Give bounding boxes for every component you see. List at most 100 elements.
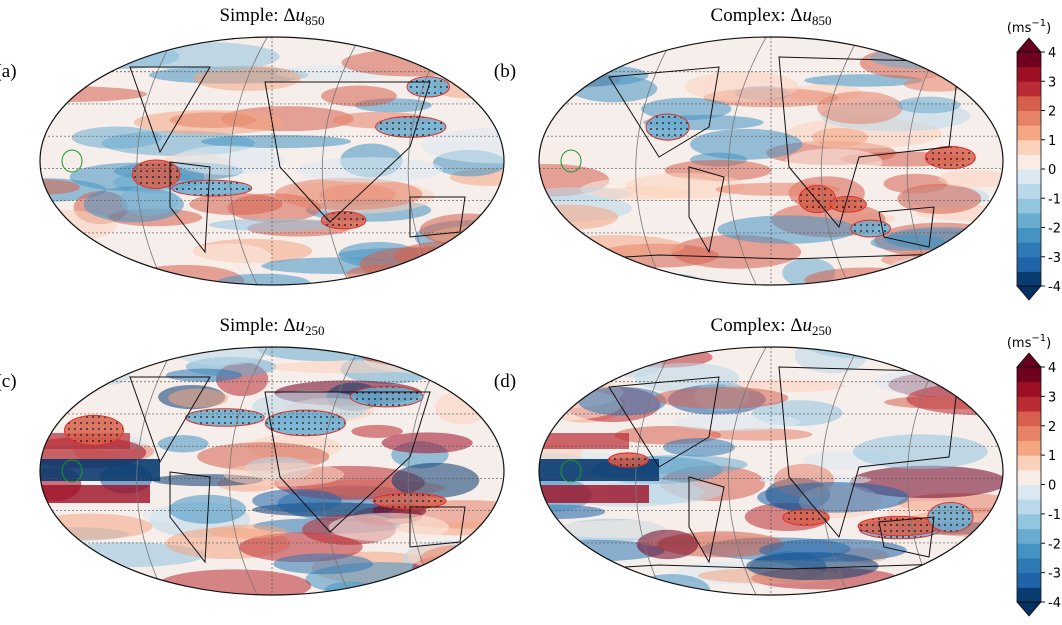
- colorbar-level: [1017, 96, 1041, 111]
- anomaly: [134, 110, 286, 134]
- colorbar-level: [1017, 587, 1041, 602]
- title-var: u: [802, 5, 812, 26]
- panel-title: Simple: Δu250: [219, 315, 324, 338]
- sig-dots: [172, 180, 252, 196]
- colorbar-level: [1017, 529, 1041, 544]
- colorbar-unit: (ms−1): [1007, 18, 1051, 36]
- colorbar-level: [1017, 411, 1041, 426]
- anomaly: [938, 170, 1010, 188]
- title-var: u: [802, 315, 812, 336]
- colorbar-tick-label: 0: [1048, 479, 1056, 494]
- anomaly: [856, 577, 971, 608]
- colorbar-tick-label: 4: [1048, 361, 1056, 376]
- colorbar-tick-label: -2: [1048, 537, 1061, 552]
- colorbar-level: [1017, 52, 1041, 67]
- anomaly: [321, 86, 397, 107]
- colorbar-level: [1017, 184, 1041, 199]
- panel-label: (d): [494, 371, 516, 392]
- colorbar-over: [1017, 353, 1041, 367]
- colorbar-level: [1017, 426, 1041, 441]
- colorbar-level: [1017, 558, 1041, 573]
- anomaly: [637, 530, 698, 559]
- anomaly: [351, 425, 403, 438]
- title-var: u: [296, 315, 306, 336]
- colorbar-tick-label: 2: [1048, 420, 1056, 435]
- panel-title: Simple: Δu850: [219, 5, 324, 28]
- anomaly: [484, 272, 605, 294]
- anomaly: [804, 267, 929, 293]
- anomaly: [521, 205, 618, 230]
- colorbar-tick-label: 1: [1048, 449, 1056, 464]
- anomaly: [50, 353, 113, 370]
- colorbar-level: [1017, 514, 1041, 529]
- anomaly: [935, 244, 1015, 261]
- colorbar-level: [1017, 573, 1041, 588]
- anomaly: [936, 372, 988, 389]
- anomaly: [672, 413, 800, 431]
- map: [478, 336, 1062, 608]
- colorbar-level: [1017, 455, 1041, 470]
- anomaly: [809, 336, 942, 360]
- colorbar-level: [1017, 154, 1041, 169]
- anomaly: [3, 251, 76, 281]
- sig-dots: [350, 386, 423, 406]
- sig-dots: [925, 146, 975, 168]
- title-sub: 250: [305, 323, 325, 338]
- anomaly: [578, 387, 666, 416]
- anomaly: [759, 539, 907, 562]
- sig-dots: [851, 220, 891, 237]
- colorbar-level: [1017, 198, 1041, 213]
- anomaly: [435, 391, 489, 424]
- anomaly: [224, 462, 345, 486]
- panel-label: (b): [494, 61, 516, 82]
- anomaly: [490, 31, 636, 44]
- sig-dots: [928, 503, 973, 532]
- panel-label: (a): [0, 61, 17, 82]
- colorbar-tick-label: 2: [1048, 105, 1056, 120]
- anomaly: [173, 146, 285, 175]
- anomaly: [392, 463, 480, 498]
- anomaly: [84, 186, 184, 222]
- anomaly: [632, 574, 711, 607]
- colorbar-tick-label: -2: [1048, 222, 1061, 237]
- panel-label: (c): [0, 371, 17, 392]
- anomaly: [812, 128, 868, 147]
- anomaly: [297, 157, 443, 183]
- colorbar-level: [1017, 140, 1041, 155]
- anomaly: [520, 144, 586, 164]
- jet-pos: [40, 485, 150, 503]
- sig-dots: [132, 160, 180, 188]
- colorbar-tick-label: -4: [1048, 280, 1061, 295]
- colorbar-over: [1017, 38, 1041, 52]
- title-sub: 850: [305, 13, 325, 28]
- unit-open: (ms: [1007, 21, 1032, 36]
- colorbar-tick-label: -4: [1048, 596, 1061, 611]
- anomaly: [166, 369, 242, 382]
- anomaly: [654, 387, 788, 409]
- map: [484, 31, 1055, 295]
- title-text: Simple: Δ: [219, 5, 295, 26]
- colorbar-tick-label: -1: [1048, 192, 1061, 207]
- anomaly: [275, 178, 422, 210]
- anomaly: [28, 514, 153, 540]
- anomaly: [156, 569, 311, 602]
- anomaly: [885, 227, 997, 250]
- panel-title: Complex: Δu850: [711, 5, 832, 28]
- sig-dots: [608, 453, 648, 467]
- colorbar-level: [1017, 228, 1041, 243]
- colorbar-tick-label: 4: [1048, 46, 1056, 61]
- map: [0, 334, 566, 602]
- panel-title: Complex: Δu250: [711, 315, 832, 338]
- anomaly: [897, 97, 960, 114]
- colorbar-tick-label: -3: [1048, 251, 1061, 266]
- anomaly: [346, 265, 419, 283]
- colorbar-tick-label: 0: [1048, 163, 1056, 178]
- sig-dots: [783, 510, 829, 526]
- colorbar-level: [1017, 242, 1041, 257]
- jet-pos2: [539, 433, 629, 449]
- anomaly: [870, 47, 988, 69]
- title-text: Complex: Δ: [711, 5, 803, 26]
- anomaly: [546, 65, 648, 86]
- colorbar-level: [1017, 213, 1041, 228]
- colorbar-tick-label: 3: [1048, 75, 1056, 90]
